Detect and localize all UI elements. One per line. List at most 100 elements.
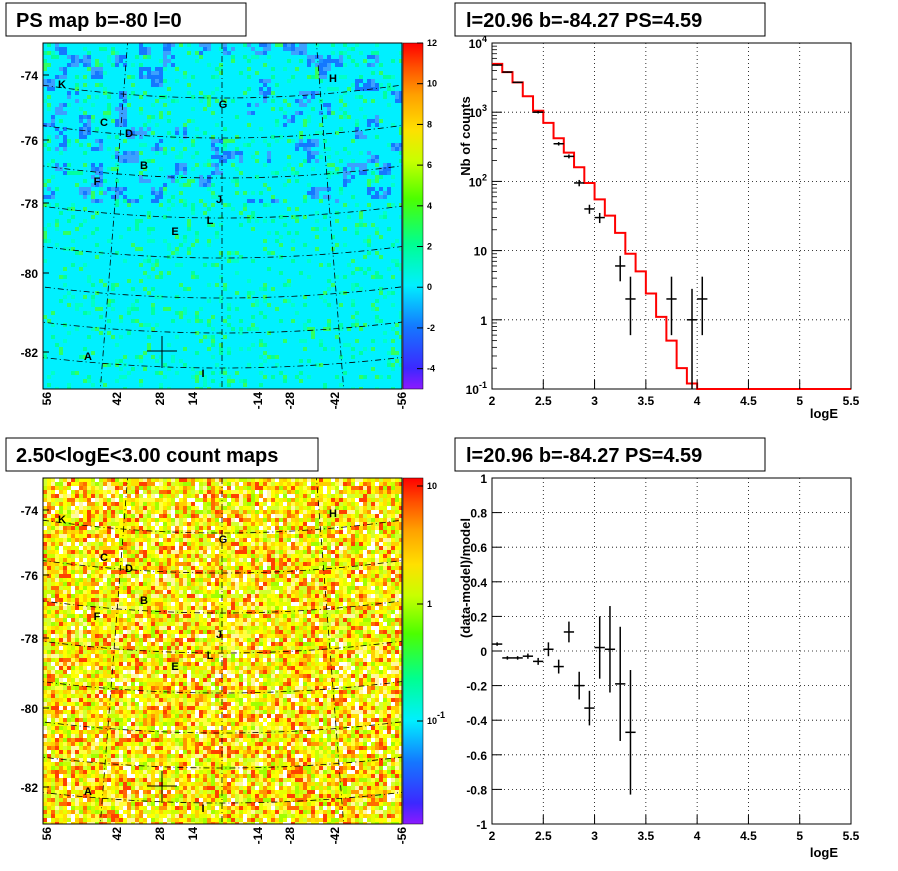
heatmap-cell [123,367,127,371]
heatmap-cell [55,706,59,710]
heatmap-cell [399,207,402,211]
heatmap-cell [335,175,339,179]
heatmap-cell [363,323,367,327]
heatmap-cell [51,782,55,786]
heatmap-cell [339,203,343,207]
heatmap-cell [119,103,123,107]
heatmap-cell [379,215,383,219]
heatmap-cell [83,706,87,710]
heatmap-cell [63,191,67,195]
heatmap-cell [91,127,95,131]
heatmap-cell [115,119,119,123]
heatmap-cell [315,371,319,375]
heatmap-cell [159,279,163,283]
heatmap-cell [87,690,91,694]
heatmap-cell [55,339,59,343]
heatmap-cell [255,251,259,255]
heatmap-cell [139,279,143,283]
heatmap-cell [43,806,47,810]
heatmap-cell [71,658,75,662]
heatmap-cell [355,247,359,251]
heatmap-cell [79,223,83,227]
heatmap-cell [127,107,131,111]
heatmap-cell [247,311,251,315]
heatmap-cell [67,510,71,514]
heatmap-cell [59,263,63,267]
heatmap-cell [63,686,67,690]
heatmap-cell [63,690,67,694]
heatmap-cell [155,387,159,389]
heatmap-cell [151,199,155,203]
heatmap-cell [231,167,235,171]
heatmap-cell [283,47,287,51]
heatmap-cell [83,135,87,139]
heatmap-cell [47,646,51,650]
heatmap-cell [395,131,399,135]
heatmap-cell [67,566,71,570]
heatmap-cell [211,335,215,339]
spectrum-data-point [584,204,595,214]
heatmap-cell [63,754,67,758]
heatmap-cell [315,367,319,371]
heatmap-cell [207,339,211,343]
heatmap-cell [335,79,339,83]
heatmap-cell [219,71,223,75]
heatmap-cell [87,606,91,610]
heatmap-cell [59,275,63,279]
heatmap-cell [295,207,299,211]
heatmap-cell [291,43,295,47]
heatmap-cell [75,570,79,574]
heatmap-cell [167,343,171,347]
heatmap-cell [379,75,383,79]
heatmap-cell [59,259,63,263]
heatmap-cell [267,223,271,227]
heatmap-cell [239,207,243,211]
heatmap-cell [319,159,323,163]
heatmap-cell [327,347,331,351]
heatmap-cell [87,814,91,818]
heatmap-cell [291,223,295,227]
heatmap-cell [91,578,95,582]
heatmap-cell [115,51,119,55]
colorbar-tick-label: 10 [427,79,437,89]
heatmap-cell [199,251,203,255]
heatmap-cell [395,283,399,287]
heatmap-cell [343,151,347,155]
heatmap-cell [71,570,75,574]
heatmap-cell [43,303,47,307]
heatmap-cell [219,351,223,355]
heatmap-cell [231,87,235,91]
heatmap-cell [63,790,67,794]
heatmap-cell [67,239,71,243]
heatmap-cell [363,111,367,115]
heatmap-cell [179,339,183,343]
heatmap-cell [267,91,271,95]
heatmap-cell [83,822,87,824]
heatmap-cell [295,363,299,367]
heatmap-cell [63,742,67,746]
heatmap-cell [135,227,139,231]
heatmap-cell [59,75,63,79]
heatmap-cell [291,107,295,111]
heatmap-cell [391,223,395,227]
heatmap-cell [307,343,311,347]
heatmap-cell [167,319,171,323]
heatmap-cell [387,75,391,79]
heatmap-cell [291,331,295,335]
heatmap-cell [187,287,191,291]
spectrum-title: l=20.96 b=-84.27 PS=4.59 [466,10,702,32]
heatmap-cell [235,43,239,47]
heatmap-cell [47,678,51,682]
heatmap-cell [271,75,275,79]
heatmap-cell [183,387,187,389]
heatmap-cell [47,319,51,323]
heatmap-cell [199,219,203,223]
spectrum-x-tick-label: 5 [796,394,803,408]
heatmap-cell [47,514,51,518]
heatmap-cell [51,123,55,127]
heatmap-cell [79,235,83,239]
heatmap-cell [59,690,63,694]
heatmap-cell [399,243,402,247]
heatmap-cell [55,498,59,502]
heatmap-cell [51,762,55,766]
